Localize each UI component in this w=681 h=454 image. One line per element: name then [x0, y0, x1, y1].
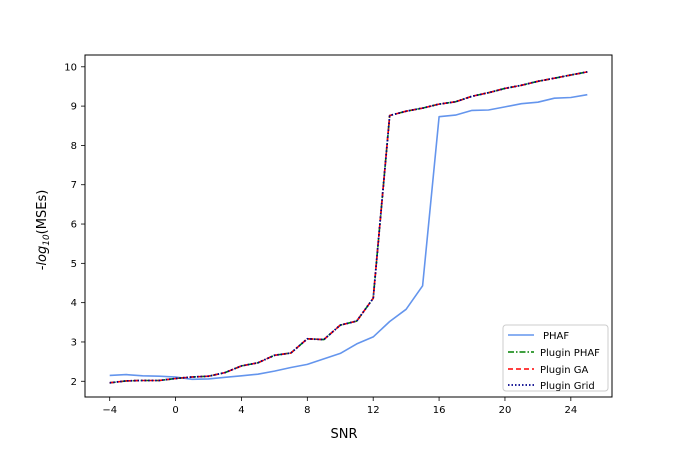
y-tick-label: 9: [71, 102, 77, 113]
y-tick-label: 4: [71, 298, 77, 309]
legend-label-plugin-ga: Plugin GA: [540, 365, 589, 376]
y-tick-label: 6: [71, 220, 77, 231]
y-tick-label: 8: [71, 141, 77, 152]
x-tick-label: 12: [367, 405, 380, 416]
x-tick-label: 16: [433, 405, 446, 416]
x-tick-label: 20: [499, 405, 512, 416]
y-tick-label: 5: [71, 259, 77, 270]
plot-frame: [84, 54, 613, 398]
series-line-phaf: [109, 93, 588, 381]
y-axis-label: -log10(MSEs): [35, 190, 52, 271]
legend-label-plugin-grid: Plugin Grid: [540, 381, 595, 392]
series-line-plugin-grid: [109, 71, 588, 384]
x-tick-label: −4: [102, 405, 117, 416]
y-tick-label: 7: [71, 180, 77, 191]
legend-label-plugin-phaf: Plugin PHAF: [540, 348, 600, 359]
tick-layer: −4 0 4 8 12 16 20 24 2 3 4 5 6 7 8 9 10: [64, 62, 577, 416]
legend-box: [502, 324, 609, 392]
legend: PHAF Plugin PHAF Plugin GA Plugin Grid: [502, 324, 609, 392]
y-tick-label: 10: [64, 62, 77, 73]
x-tick-label: 24: [564, 405, 577, 416]
y-tick-label: 3: [71, 337, 77, 348]
x-tick-label: 4: [238, 405, 244, 416]
x-tick-label: 8: [304, 405, 310, 416]
x-tick-label: 0: [172, 405, 178, 416]
legend-label-phaf: PHAF: [543, 331, 569, 342]
x-axis-label: SNR: [330, 427, 357, 442]
y-tick-label: 2: [71, 377, 77, 388]
series-layer: [109, 71, 588, 384]
